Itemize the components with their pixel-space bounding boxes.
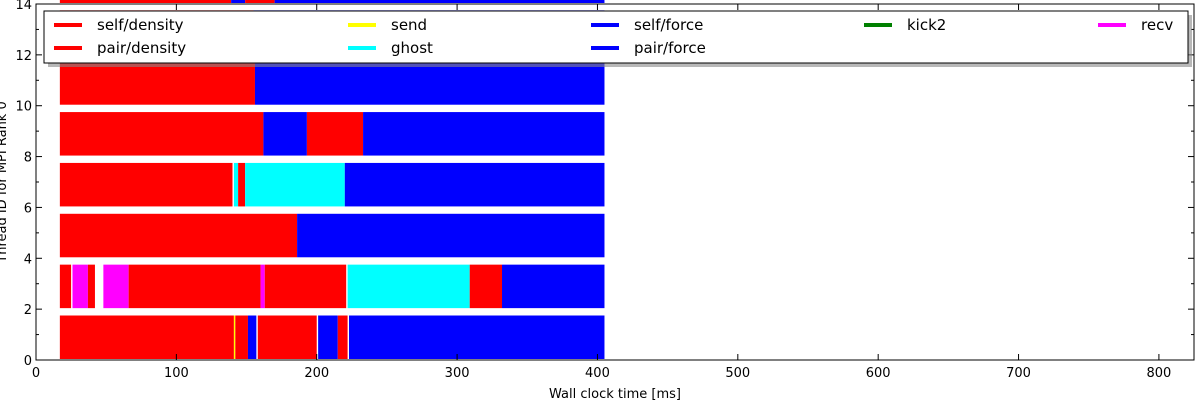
task-bar-thread-1-8 [469,264,502,309]
y-tick-label-10: 10 [15,100,32,115]
task-bar-thread-1-1 [72,264,88,309]
x-tick-label-600: 600 [866,366,891,381]
task-bar-thread-2-0 [59,213,298,258]
legend-label-kick2: kick2 [907,16,946,34]
task-bar-thread-1-0 [59,264,72,309]
legend-box [43,10,1189,64]
y-tick-label-12: 12 [15,49,32,64]
x-tick-label-100: 100 [164,366,189,381]
legend-label-self-density: self/density [97,16,184,34]
legend: self/density pair/density send ghost self/fo… [43,10,1192,67]
x-tick-label-400: 400 [585,366,610,381]
task-bar-thread-4-2 [306,112,364,156]
task-bar-thread-5-0 [59,61,255,105]
task-bar-thread-1-4 [128,264,261,309]
task-bar-thread-7-1 [231,0,246,3]
x-tick-label-500: 500 [725,366,750,381]
task-bar-thread-0-4 [257,315,317,359]
legend-label-self-force: self/force [634,16,703,34]
x-tick-label-800: 800 [1146,366,1171,381]
legend-label-pair-density: pair/density [97,39,186,57]
task-bar-thread-7-3 [274,0,605,3]
x-tick-label-300: 300 [445,366,470,381]
task-bar-thread-3-4 [344,162,605,207]
task-bar-thread-0-1 [233,315,236,359]
task-bar-thread-7-0 [59,0,232,3]
y-tick-label-8: 8 [24,151,32,166]
y-tick-label-6: 6 [24,201,32,216]
task-bar-thread-1-5 [260,264,265,309]
legend-items: self/density pair/density send ghost self/fo… [54,16,1173,57]
task-bar-thread-0-5 [318,315,338,359]
task-bar-thread-0-3 [247,315,257,359]
task-bar-thread-1-9 [502,264,605,309]
x-axis-ticks: 0 100 200 300 400 500 600 700 800 [32,4,1171,381]
task-bar-thread-1-7 [347,264,470,309]
x-tick-label-200: 200 [304,366,329,381]
task-bar-thread-0-7 [349,315,605,359]
task-bar-thread-1-6 [264,264,347,309]
task-bar-thread-2-1 [297,213,605,258]
y-tick-label-4: 4 [24,252,32,267]
task-bar-thread-0-2 [235,315,248,359]
x-axis-label: Wall clock time [ms] [549,387,681,400]
legend-label-send: send [391,16,427,34]
task-bar-thread-7-2 [245,0,275,3]
y-axis-label: Thread ID for MPI Rank 0 [0,101,10,263]
y-axis-ticks: 0 2 4 6 8 10 12 14 [15,0,1194,369]
task-bar-thread-1-3 [103,264,129,309]
legend-label-recv: recv [1141,16,1173,34]
task-bar-thread-0-6 [337,315,348,359]
task-bar-thread-4-3 [363,112,605,156]
y-tick-label-0: 0 [24,354,32,369]
x-tick-label-0: 0 [32,366,40,381]
task-bar-thread-3-3 [245,162,345,207]
x-tick-label-700: 700 [1006,366,1031,381]
task-bar-thread-3-2 [238,162,246,207]
y-tick-label-2: 2 [24,303,32,318]
legend-label-ghost: ghost [391,39,433,57]
task-bar-thread-3-0 [59,162,233,207]
task-bar-thread-4-1 [263,112,307,156]
task-bar-thread-0-0 [59,315,234,359]
y-tick-label-14: 14 [15,0,32,13]
task-bar-thread-3-1 [233,162,239,207]
legend-label-pair-force: pair/force [634,39,706,57]
task-bar-thread-4-0 [59,112,264,156]
task-bar-thread-5-1 [254,61,605,105]
task-bar-thread-1-2 [87,264,95,309]
